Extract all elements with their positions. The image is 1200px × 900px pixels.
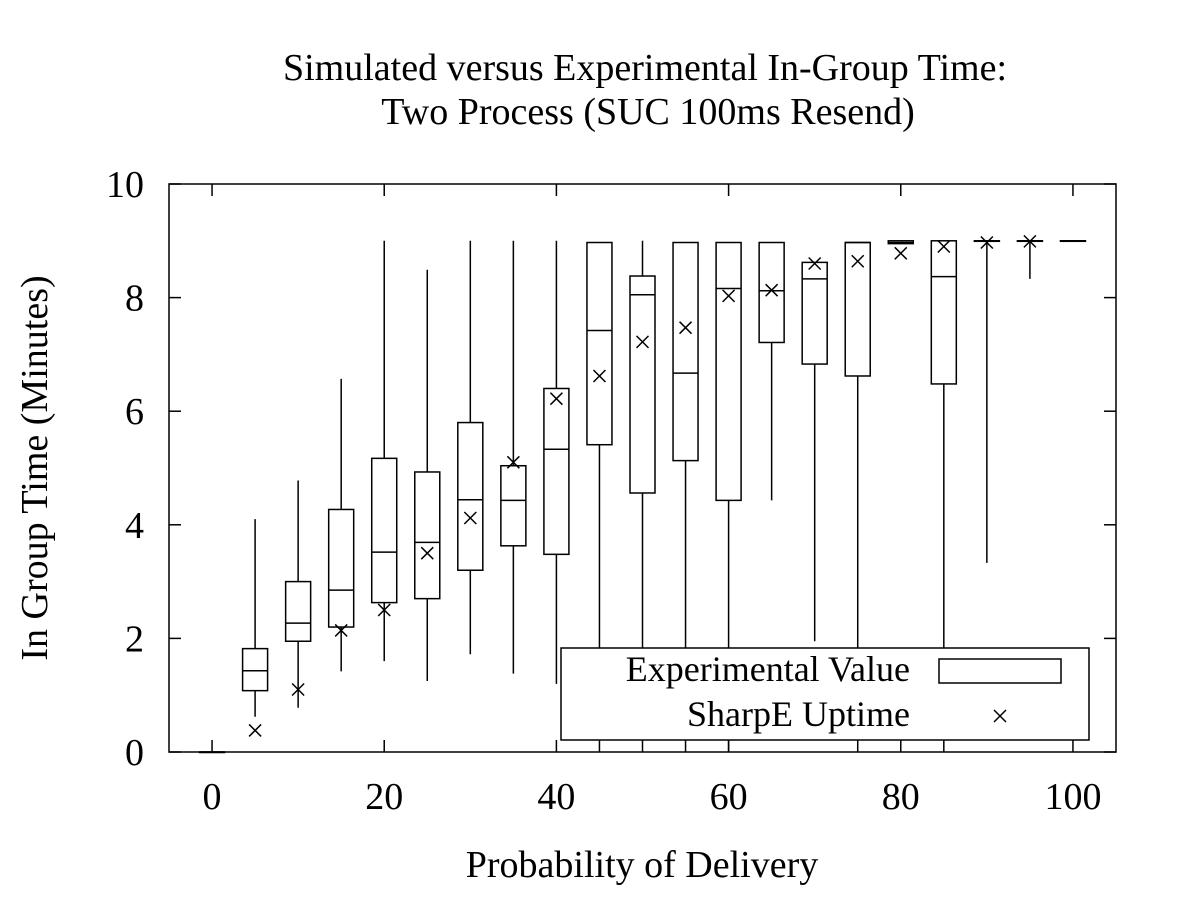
box-body (586, 241, 613, 446)
x-tick-label: 20 (365, 776, 403, 818)
x-tick-label: 60 (710, 776, 748, 818)
sharpe-point-5 (248, 723, 262, 737)
chart-title-line-1: Simulated versus Experimental In-Group T… (283, 47, 1007, 89)
chart-title-line-2: Two Process (SUC 100ms Resend) (381, 91, 915, 133)
x-tick-label: 80 (882, 776, 920, 818)
sharpe-point-50 (635, 335, 650, 349)
legend: Experimental Value SharpE Uptime (560, 647, 1090, 741)
y-tick-label: 6 (125, 391, 144, 433)
sharpe-point-30 (463, 511, 477, 525)
box-100 (1059, 240, 1087, 243)
box-body (414, 471, 441, 600)
box-body (543, 387, 570, 556)
box-35 (500, 240, 527, 674)
legend-frame (560, 647, 1090, 741)
box-40 (543, 240, 570, 684)
box-90 (973, 240, 1001, 563)
legend-label-sharpe: SharpE Uptime (687, 694, 910, 734)
box-body (672, 241, 699, 462)
box-70 (801, 261, 828, 642)
sharpe-point-55 (679, 321, 693, 335)
box-95 (1016, 240, 1044, 279)
box-body (844, 241, 871, 377)
box-body (930, 240, 958, 385)
x-tick-label: 40 (537, 776, 575, 818)
box-body (457, 421, 484, 571)
legend-box-swatch (938, 658, 1062, 684)
box-85 (930, 240, 958, 752)
sharpe-point-20 (377, 603, 391, 617)
sharpe-point-15 (334, 623, 348, 637)
sharpe-point-80 (894, 246, 908, 260)
box-5 (241, 519, 269, 717)
x-tick-label: 100 (1044, 776, 1101, 818)
y-axis-label: In Group Time (Minutes) (14, 275, 56, 660)
box-body (801, 261, 828, 365)
box-30 (457, 240, 484, 655)
sharpe-point-35 (506, 455, 520, 469)
legend-label-experimental: Experimental Value (626, 649, 910, 689)
sharpe-point-90 (980, 235, 994, 250)
box-body (629, 275, 656, 494)
box-20 (370, 240, 398, 662)
sharpe-point-75 (851, 254, 865, 268)
box-65 (758, 241, 785, 501)
y-tick-label: 2 (125, 618, 144, 660)
sharpe-point-25 (420, 546, 434, 560)
sharpe-point-60 (722, 289, 736, 303)
sharpe-point-65 (765, 283, 779, 297)
x-axis-label: Probability of Delivery (466, 844, 818, 886)
sharpe-point-85 (937, 239, 951, 254)
sharpe-point-45 (592, 369, 606, 383)
box-body (500, 464, 527, 547)
y-tick-label: 8 (125, 278, 144, 320)
box-80 (887, 240, 915, 245)
box-body (370, 457, 398, 604)
box-0 (198, 751, 226, 754)
box-body (715, 241, 742, 502)
legend-x-marker (993, 709, 1007, 723)
box-body (327, 508, 355, 628)
x-tick-label: 0 (203, 776, 222, 818)
sharpe-point-10 (291, 682, 305, 697)
sharpe-point-70 (808, 256, 822, 271)
sharpe-point-95 (1023, 234, 1037, 248)
box-25 (414, 269, 441, 681)
box-body (284, 580, 312, 642)
y-tick-label: 0 (125, 732, 144, 774)
y-tick-label: 4 (125, 505, 144, 547)
sharpe-point-40 (549, 392, 563, 406)
box-15 (327, 378, 355, 672)
box-10 (284, 480, 312, 708)
box-body (241, 647, 269, 692)
box-45 (586, 241, 613, 752)
box-body (758, 241, 785, 344)
y-tick-label: 10 (106, 164, 144, 206)
box-50 (629, 240, 656, 752)
